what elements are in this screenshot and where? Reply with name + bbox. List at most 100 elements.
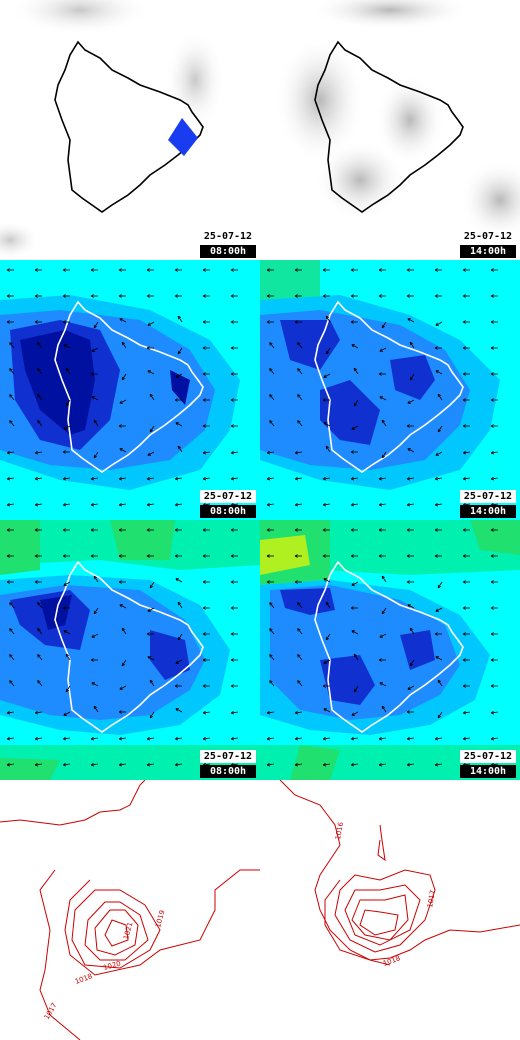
timestamp-date: 25-07-12: [200, 750, 256, 763]
wind-arrow-head: [147, 656, 150, 660]
wind-arrow-head: [322, 502, 326, 506]
wind-arrow-head: [323, 422, 326, 426]
wind-arrow-head: [378, 736, 382, 740]
wind-arrow-head: [294, 504, 299, 507]
wind-arrow-head: [34, 736, 38, 740]
wind-arrow-head: [174, 294, 178, 297]
wind-arrow-head: [326, 315, 330, 318]
wind-arrow-head: [175, 422, 178, 426]
wind-arrow: [463, 451, 471, 454]
wind-arrow-head: [297, 628, 299, 632]
wind-arrow-head: [269, 368, 273, 371]
wind-arrow-head: [462, 633, 466, 636]
wind-arrow-head: [266, 320, 270, 323]
wind-arrow: [91, 763, 99, 766]
wind-arrow-head: [351, 426, 354, 430]
wind-arrow-head: [434, 268, 438, 271]
wind-arrow-head: [6, 581, 10, 584]
timestamp-date: 25-07-12: [460, 750, 516, 763]
wind-arrow-head: [34, 268, 38, 271]
wind-arrow-head: [435, 322, 438, 326]
wind-arrow-head: [34, 295, 38, 298]
wind-arrow: [437, 393, 443, 401]
wind-arrow-head: [6, 452, 11, 455]
wind-arrow: [323, 373, 331, 378]
wind-arrow: [409, 341, 415, 349]
wind-arrow: [177, 601, 183, 609]
wind-arrow: [353, 653, 359, 661]
wind-arrow-head: [490, 373, 494, 376]
wind-arrow: [297, 394, 303, 401]
wind-arrow-head: [378, 658, 382, 661]
wind-arrow-head: [94, 326, 98, 329]
wind-arrows: [266, 528, 499, 767]
wind-arrow-head: [230, 373, 234, 376]
wind-arrow-head: [266, 764, 271, 767]
wind-arrow-head: [490, 347, 494, 350]
wind-arrow-head: [94, 612, 98, 615]
isobar-label: 1018: [382, 954, 401, 968]
wind-arrow-head: [297, 394, 299, 398]
wind-arrow: [231, 477, 239, 480]
isobar-label: 1016: [334, 821, 345, 840]
wind-arrow-head: [490, 684, 494, 687]
wind-arrow-head: [297, 602, 299, 606]
wind-arrow-head: [118, 504, 123, 507]
wind-arrow: [175, 708, 183, 713]
wind-arrow-head: [406, 528, 410, 531]
wind-arrow-head: [462, 529, 466, 532]
wind-arrow-head: [6, 504, 11, 507]
wind-arrow: [325, 347, 331, 355]
wind-arrow-head: [146, 478, 151, 481]
wind-arrow-head: [294, 478, 299, 481]
wind-arrow-head: [490, 581, 494, 584]
wind-arrow-head: [34, 504, 39, 507]
wind-arrow-head: [382, 419, 386, 422]
wind-arrow-head: [269, 394, 273, 397]
wind-arrow: [9, 420, 15, 427]
wind-arrow-head: [202, 684, 206, 687]
wind-arrow-head: [350, 764, 355, 767]
wind-arrow-head: [63, 630, 66, 634]
wind-arrow-head: [434, 269, 438, 272]
wind-arrow-head: [462, 269, 466, 272]
wind-arrow-head: [147, 322, 150, 326]
wind-arrow: [177, 445, 183, 453]
wind-arrow-head: [62, 736, 66, 740]
wind-arrow-head: [434, 554, 438, 557]
wind-arrow-head: [350, 504, 355, 507]
wind-arrow-head: [266, 450, 270, 454]
wind-arrow-head: [382, 575, 386, 578]
wind-arrow-head: [322, 504, 327, 507]
wind-arrow: [323, 477, 331, 480]
wind-arrow: [353, 367, 359, 375]
wind-arrow-head: [62, 294, 66, 297]
wind-arrow: [463, 503, 471, 506]
wind-arrow-head: [266, 736, 270, 740]
wind-arrow-head: [230, 684, 234, 687]
wind-arrow-head: [62, 321, 66, 324]
wind-arrow-head: [462, 424, 466, 427]
wind-arrow-head: [266, 476, 270, 480]
wind-arrow: [119, 399, 127, 404]
wind-arrow-head: [406, 478, 411, 481]
wind-arrow-head: [269, 628, 273, 631]
wind-arrow-head: [119, 318, 122, 322]
wind-arrow-head: [90, 372, 94, 375]
timestamp-label: 25-07-12 14:00h: [460, 230, 516, 258]
wind-arrows: [266, 268, 499, 507]
wind-arrow: [409, 627, 415, 635]
wind-arrow-head: [230, 372, 234, 375]
timestamp-label: 25-07-12 14:00h: [460, 490, 516, 518]
wind-arrow: [379, 633, 387, 638]
wind-arrow-head: [37, 602, 41, 605]
wind-arrow: [379, 682, 387, 687]
timestamp-date: 25-07-12: [200, 230, 256, 243]
wind-arrow-head: [406, 269, 410, 272]
wind-arrow: [35, 763, 43, 766]
wind-arrow-head: [146, 764, 151, 767]
isobars: [0, 780, 260, 1040]
wind-arrow: [177, 315, 183, 323]
timestamp-time: 14:00h: [460, 505, 516, 518]
wind-arrow: [9, 654, 15, 661]
